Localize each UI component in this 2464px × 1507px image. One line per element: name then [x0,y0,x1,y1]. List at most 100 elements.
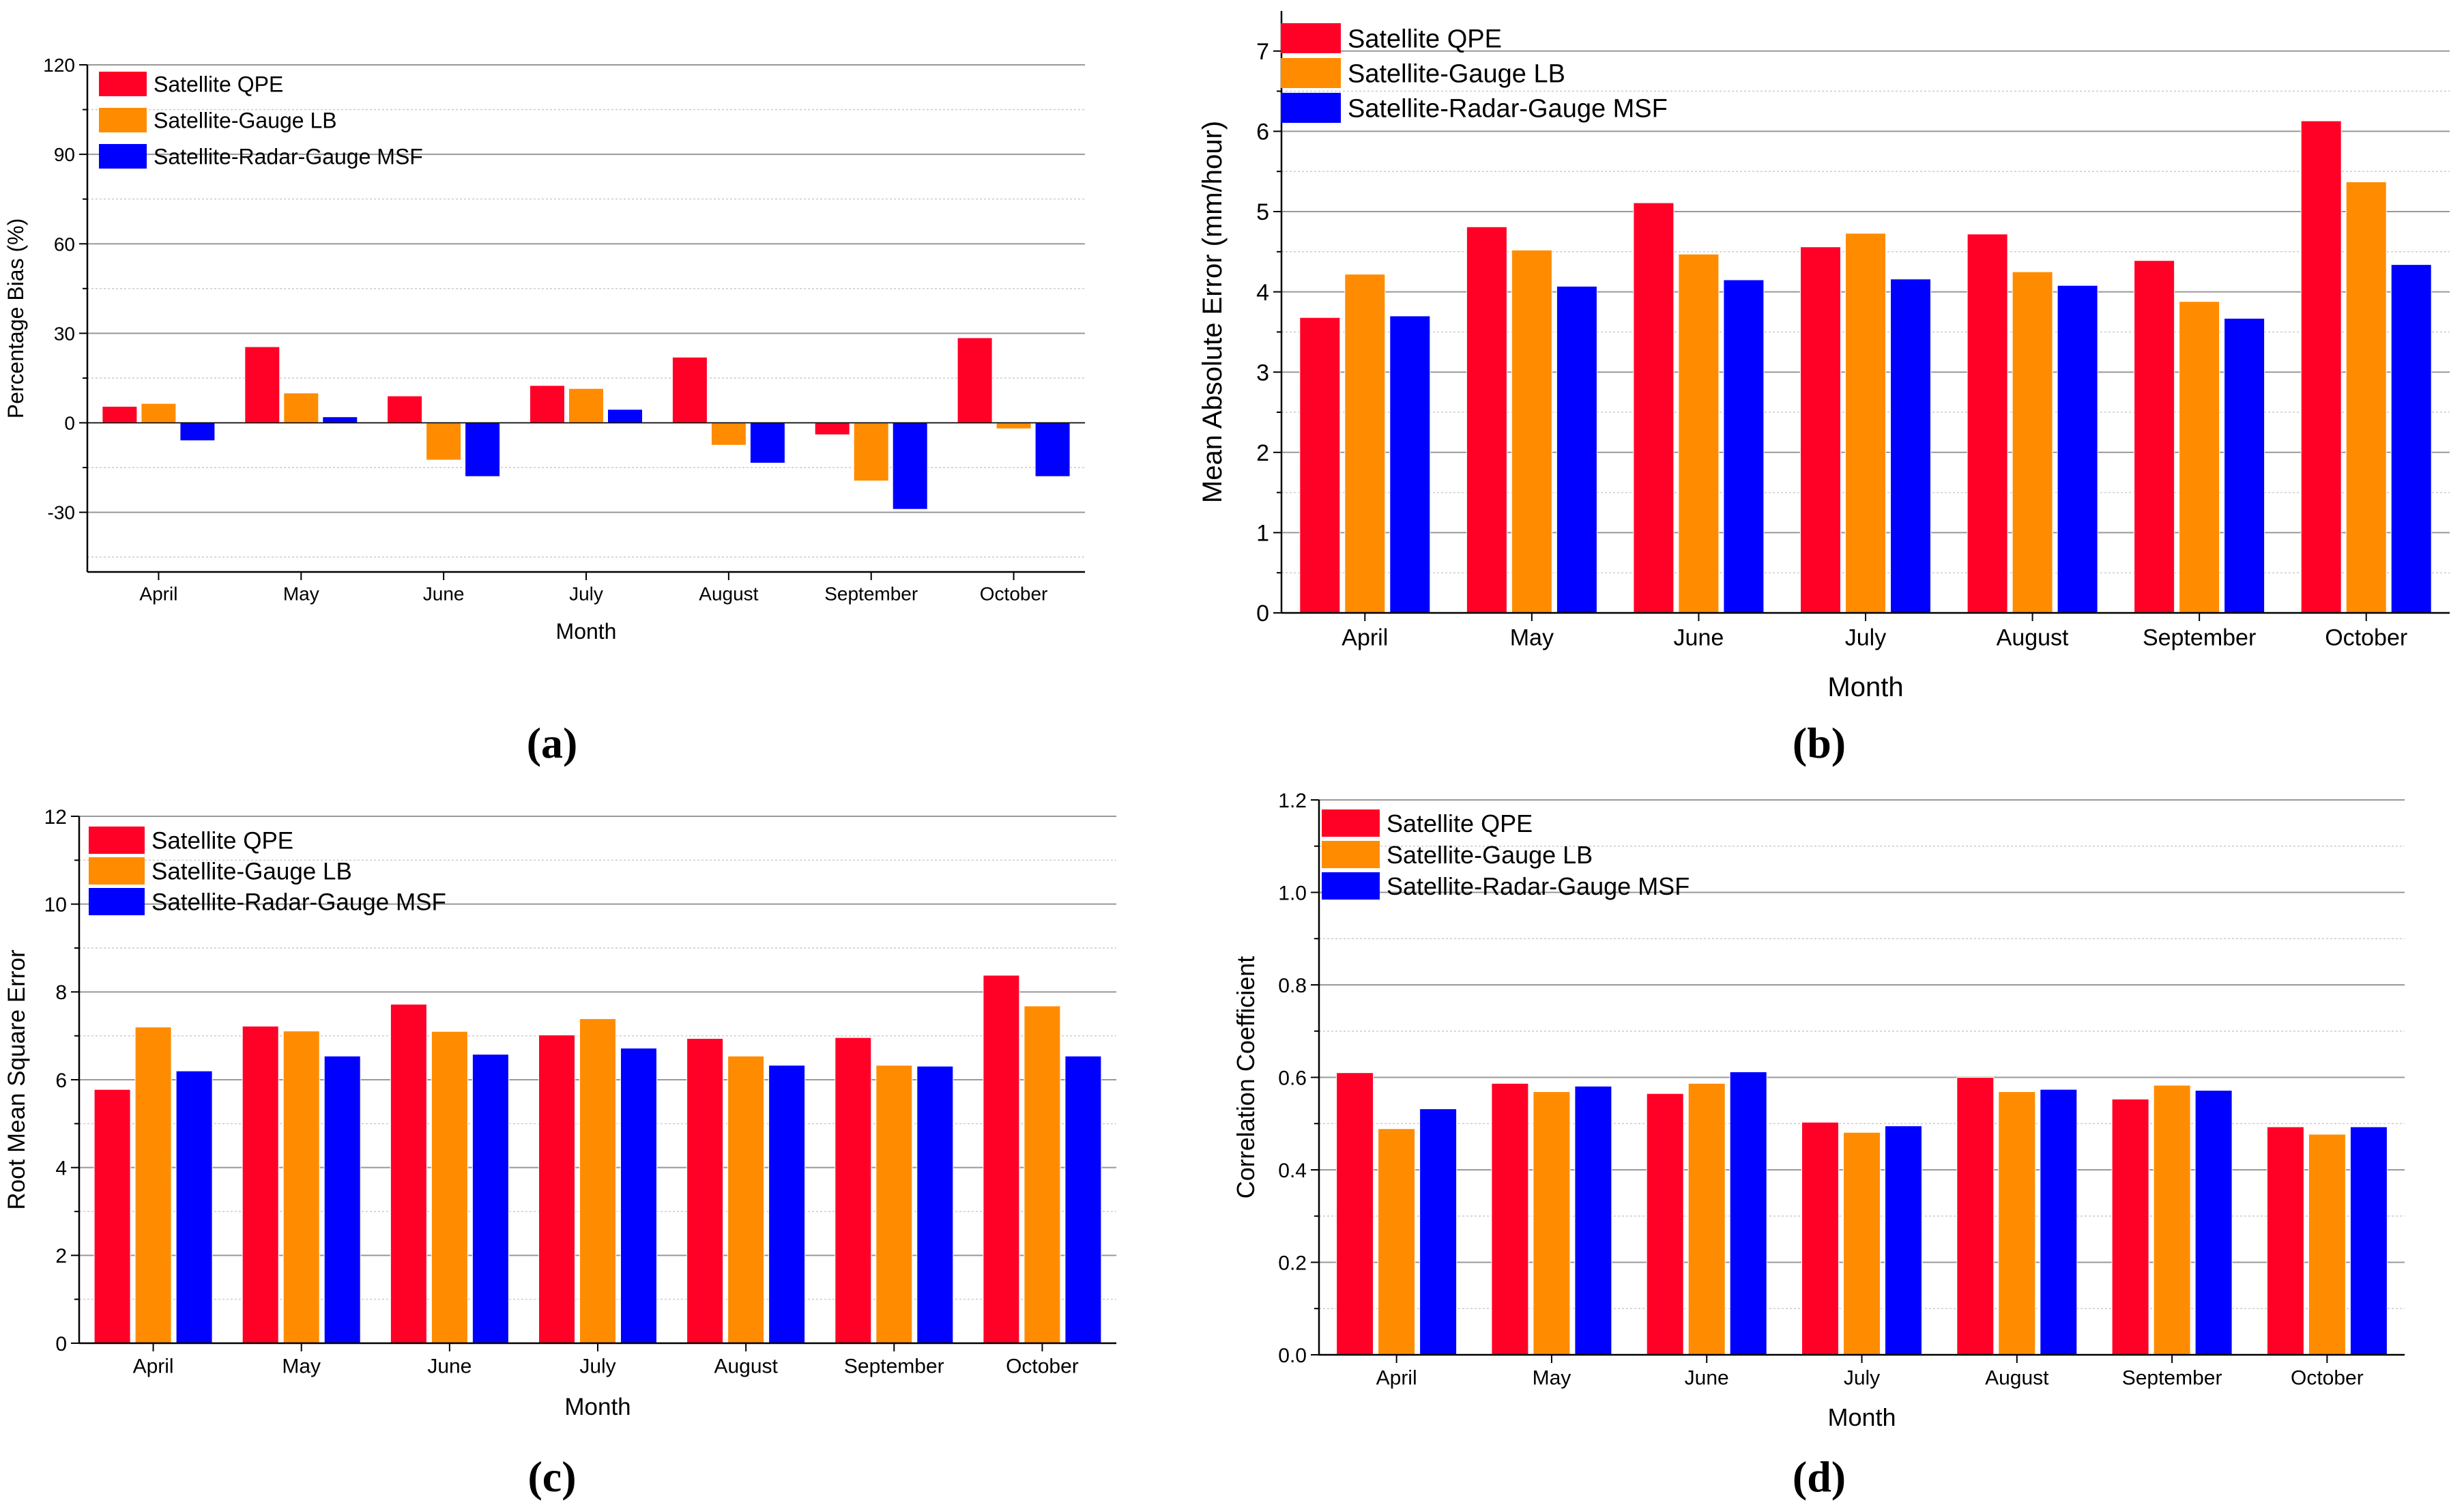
bar-lb-august [710,422,747,446]
bar-qpe-august [1967,233,2008,614]
legend-swatch-lb [1281,58,1341,88]
bar-lb-october [1024,1005,1061,1344]
bar-qpe-september [2134,260,2175,614]
x-tick-label: June [427,1355,472,1378]
bar-msf-june [1729,1071,1767,1355]
bar-lb-april [141,403,177,423]
bar-lb-october [2345,182,2387,614]
bar-qpe-august [671,356,708,423]
bar-msf-july [1890,278,1931,614]
x-tick-label: July [569,583,603,604]
bar-msf-july [1885,1125,1922,1355]
bar-qpe-september [2111,1098,2149,1355]
bar-lb-september [875,1065,913,1344]
x-tick-label: October [1006,1355,1079,1378]
y-tick-label: 1.2 [1278,790,1307,812]
y-tick-label: 0 [55,1333,67,1355]
y-tick-label: 60 [54,233,75,255]
bar-qpe-july [1801,1121,1839,1355]
legend-label: Satellite-Radar-Gauge MSF [151,889,446,916]
bar-qpe-june [387,395,423,423]
legend-label: Satellite-Gauge LB [151,859,352,885]
y-axis-title: Percentage Bias (%) [3,218,28,418]
legend: Satellite QPE Satellite-Gauge LB Satellite… [1281,23,1668,124]
bar-qpe-august [1956,1077,1995,1355]
bar-msf-september [2224,317,2265,614]
bar-msf-june [1723,279,1765,614]
bar-msf-august [2057,285,2098,614]
chart-panel-c: 0 2 4 6 8 10 12 April May June July August September… [3,806,1116,1501]
bar-lb-september [2179,301,2220,614]
x-tick-label: September [824,583,918,604]
x-tick-label: October [2325,625,2407,651]
x-tick-label: May [282,1355,321,1378]
legend-swatch-qpe [1281,23,1341,53]
bar-lb-july [1845,233,1886,614]
bar-qpe-may [1466,226,1507,614]
bar-qpe-july [530,385,565,423]
legend-label: Satellite-Radar-Gauge MSF [1348,95,1668,124]
bar-lb-june [431,1031,468,1344]
y-tick-label: 2 [1256,440,1269,466]
legend-swatch-qpe [99,72,147,96]
bar-msf-july [607,409,643,423]
x-axis-title: Month [556,619,617,644]
panel-label: (a) [527,719,578,767]
x-tick-label: April [133,1355,174,1378]
bar-lb-july [579,1018,616,1344]
bar-qpe-october [2300,120,2342,614]
legend-swatch-msf [89,888,145,915]
y-tick-label: 7 [1256,39,1269,65]
bar-lb-october [996,422,1032,429]
bar-msf-september [2194,1090,2233,1355]
bar-msf-may [322,416,358,423]
bar-msf-october [2349,1126,2388,1355]
x-tick-label: July [579,1355,615,1378]
x-tick-label: April [139,583,177,604]
bar-lb-october [2308,1134,2346,1355]
bar-msf-april [175,1070,213,1344]
bar-qpe-august [686,1038,724,1344]
bar-lb-september [853,422,889,482]
legend-swatch-lb [89,857,145,885]
bar-lb-may [282,1031,320,1344]
bar-lb-june [426,422,462,461]
bar-msf-may [323,1055,361,1344]
y-tick-label: 5 [1256,199,1269,225]
legend-label: Satellite-Gauge LB [1387,841,1593,869]
bar-lb-may [283,392,319,423]
x-tick-label: April [1342,625,1388,651]
x-axis-title: Month [1827,1403,1896,1431]
x-tick-label: September [2143,625,2256,651]
y-tick-label: 0 [64,413,75,434]
bar-qpe-july [538,1034,575,1344]
bar-msf-april [1419,1108,1458,1355]
y-tick-label: 4 [55,1157,67,1179]
y-tick-label: 6 [55,1070,67,1092]
legend-label: Satellite-Gauge LB [1348,60,1565,89]
y-tick-label: 0.8 [1278,975,1307,997]
y-tick-label: 0 [1256,601,1269,627]
legend: Satellite QPE Satellite-Gauge LB Satellite… [99,72,423,169]
x-tick-label: July [1844,1367,1880,1390]
x-tick-label: June [1685,1367,1729,1390]
bar-lb-june [1678,253,1720,614]
bar-msf-june [465,422,501,477]
legend: Satellite QPE Satellite-Gauge LB Satellite… [1322,809,1690,900]
y-tick-label: -30 [48,502,75,523]
bar-qpe-april [93,1089,131,1344]
bar-msf-april [1389,315,1431,614]
bar-msf-august [768,1065,806,1344]
bar-lb-august [727,1055,765,1344]
y-axis-title: Mean Absolute Error (mm/hour) [1198,121,1228,503]
legend-label: Satellite-Radar-Gauge MSF [1387,872,1690,900]
chart-panel-b: 0 1 2 3 4 5 6 7 April May June July August September O… [1198,11,2450,767]
bar-qpe-october [957,337,993,423]
legend-label: Satellite-Radar-Gauge MSF [154,145,423,169]
bar-qpe-july [1800,246,1841,614]
legend-label: Satellite QPE [1348,25,1502,54]
bar-qpe-september [814,422,850,435]
bar-lb-may [1533,1091,1571,1355]
y-tick-label: 0.4 [1278,1160,1307,1182]
